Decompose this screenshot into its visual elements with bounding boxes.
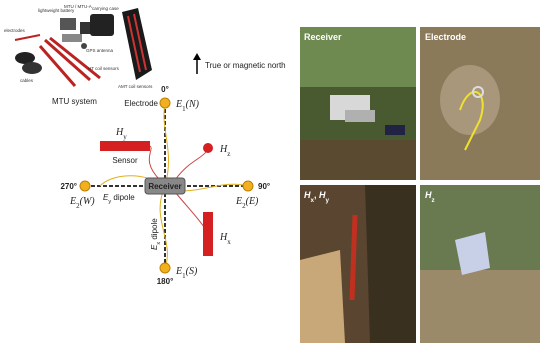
- label-part: H: [219, 144, 228, 155]
- equipment-label: electrodes: [4, 28, 26, 33]
- label-part: E: [103, 193, 109, 202]
- sensor-cable: [148, 145, 161, 181]
- photo-hz: [420, 185, 540, 343]
- electrode-name: E2(W): [69, 196, 95, 210]
- label-part: dipole: [150, 218, 159, 242]
- photo-hx-hy: [300, 185, 416, 343]
- electrode: [159, 97, 171, 109]
- label-part: ,: [314, 190, 319, 200]
- label-part: x: [227, 238, 231, 246]
- electrode: [242, 180, 254, 192]
- label-part: E: [235, 196, 242, 207]
- electrode-name: E1(S): [175, 266, 198, 280]
- label-part: Electrode: [425, 32, 466, 42]
- label-part: H: [115, 127, 124, 138]
- equipment-label: AMT coil sensors: [118, 84, 153, 89]
- label-part: 1: [182, 105, 186, 113]
- label-part: y: [108, 199, 111, 205]
- sensor-cable: [174, 149, 209, 181]
- photo-label: Hz: [425, 190, 435, 204]
- sensor-cable: [174, 191, 207, 231]
- label-part: H: [425, 190, 432, 200]
- label-part: E: [150, 244, 159, 250]
- sensor-name: Hy: [115, 127, 127, 141]
- label-part: dipole: [111, 193, 135, 202]
- north-arrowhead: [193, 53, 201, 60]
- electrode: [159, 262, 171, 274]
- angle-label: 0°: [161, 85, 169, 94]
- sensor-name: Hx: [219, 232, 231, 246]
- sensor-label: Sensor: [112, 156, 138, 165]
- receiver-box: [144, 177, 186, 195]
- label-part: (W): [80, 196, 96, 207]
- equipment-caption: MTU system: [52, 97, 97, 106]
- photo-label: Hx, Hy: [304, 190, 330, 204]
- label-part: (N): [186, 99, 200, 110]
- label-part: E: [69, 196, 76, 207]
- label-part: H: [219, 232, 228, 243]
- ey-dipole-label: Ey dipole: [103, 193, 135, 205]
- hy-sensor: [100, 141, 150, 151]
- label-part: x: [156, 242, 162, 245]
- label-part: x: [311, 197, 315, 204]
- label-part: y: [123, 133, 127, 141]
- photo-electrode: [420, 27, 540, 180]
- angle-label: 90°: [258, 182, 270, 191]
- photo-label: Electrode: [425, 32, 466, 42]
- label-part: z: [432, 197, 435, 204]
- equipment-illustration: [14, 8, 152, 87]
- equipment-label: MTU / MTU-A: [64, 4, 92, 9]
- angle-label: 270°: [60, 182, 77, 191]
- label-part: H: [304, 190, 311, 200]
- electrode: [79, 180, 91, 192]
- label-part: y: [326, 197, 330, 204]
- equipment-label: carrying case: [92, 6, 119, 11]
- label-part: E: [175, 266, 182, 277]
- equipment-label: cables: [20, 78, 34, 83]
- label-part: H: [319, 190, 326, 200]
- receiver-label: Receiver: [148, 182, 181, 191]
- label-part: E: [175, 99, 182, 110]
- wire: [163, 102, 169, 187]
- ex-dipole-label: Ex dipole: [150, 218, 162, 250]
- wire: [159, 185, 168, 269]
- equipment-label: HT coil sensors: [88, 66, 120, 71]
- equipment-label: lightweight battery: [38, 8, 75, 13]
- photo-receiver: [300, 27, 416, 180]
- label-part: 1: [182, 272, 186, 280]
- electrode-name: E1(N): [175, 99, 200, 113]
- label-part: Receiver: [304, 32, 342, 42]
- equipment-label: GPS antenna: [86, 48, 114, 53]
- photo-label: Receiver: [304, 32, 342, 42]
- angle-label: 180°: [157, 277, 174, 286]
- label-part: z: [227, 150, 230, 158]
- label-part: 2: [242, 202, 246, 210]
- label-part: (S): [186, 266, 198, 277]
- electrode-name: E2(E): [235, 196, 259, 210]
- label-part: (E): [246, 196, 259, 207]
- sensor-name: Hz: [219, 144, 230, 158]
- hx-sensor: [203, 212, 213, 256]
- north-label: True or magnetic north: [205, 61, 286, 70]
- electrode-label: Electrode: [124, 99, 158, 108]
- hz-sensor: [203, 143, 213, 153]
- label-part: 2: [76, 202, 80, 210]
